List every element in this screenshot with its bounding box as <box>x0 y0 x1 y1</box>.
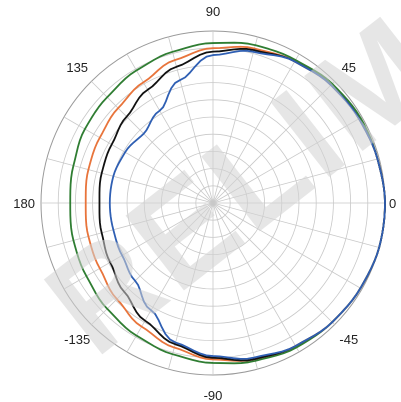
series-line-1 <box>69 41 386 365</box>
grid-spoke <box>212 202 335 325</box>
grid-spoke <box>212 202 300 353</box>
grid-spoke <box>63 202 214 290</box>
tick-label-180: 180 <box>13 196 35 211</box>
grid-spoke <box>91 81 214 204</box>
tick-label-135: 135 <box>66 60 88 75</box>
tick-label-45: 45 <box>342 60 356 75</box>
tick-label-0: 0 <box>389 196 396 211</box>
grid-spoke <box>212 36 258 204</box>
series-group <box>69 41 386 365</box>
grid-spoke <box>168 202 214 370</box>
grid-spoke <box>212 116 363 204</box>
grid-spoke <box>212 202 380 248</box>
grid-spoke <box>63 116 214 204</box>
grid-spoke <box>91 202 214 325</box>
grid-spoke <box>46 202 214 248</box>
grid-spoke <box>212 158 380 204</box>
tick-label-90: 90 <box>206 4 220 19</box>
grid-spoke <box>212 81 335 204</box>
angle-tick-labels: 90 45 135 180 0 -135 -45 -90 <box>13 4 396 402</box>
tick-label-neg45: -45 <box>339 332 358 347</box>
grid-spoke <box>46 158 214 204</box>
grid-spoke <box>126 53 214 204</box>
grid-spoke <box>212 53 300 204</box>
grid-spoke <box>212 202 258 370</box>
tick-label-neg90: -90 <box>204 388 223 402</box>
tick-label-neg135: -135 <box>64 332 90 347</box>
series-line-4 <box>108 49 386 360</box>
grid-spoke <box>212 202 363 290</box>
grid-spoke <box>168 36 214 204</box>
